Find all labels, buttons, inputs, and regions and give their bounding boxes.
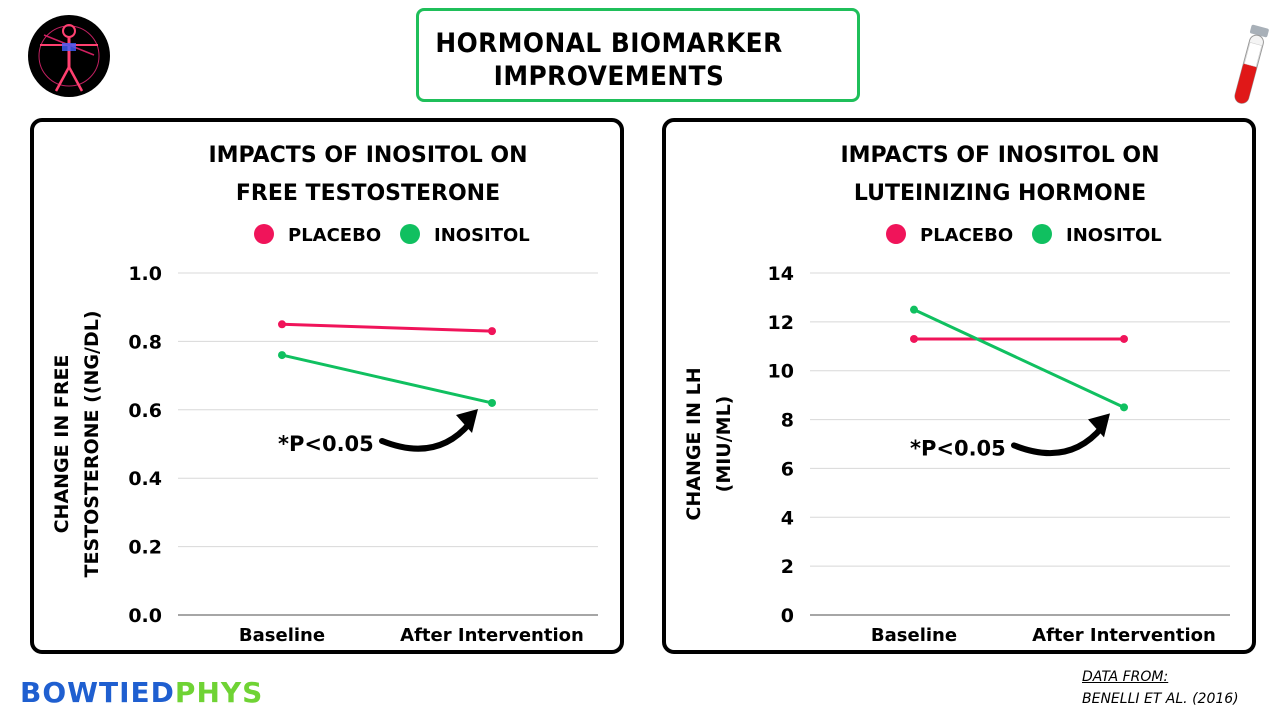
y-tick-label: 4 [781,507,794,529]
vitruvian-logo [28,15,110,97]
annotation-arrow [1011,424,1105,457]
y-tick-label: 0.4 [128,468,162,490]
page-title: HORMONAL BIOMARKER IMPROVEMENTS [434,27,784,93]
legend-marker-inositol [400,224,420,244]
data-point-placebo [910,334,918,343]
legend-label-inositol: INOSITOL [1066,225,1162,246]
x-tick-label: After Intervention [400,625,584,646]
brand-part1: BOWTIED [20,676,175,709]
y-tick-label: 0.0 [128,605,162,627]
legend-label-inositol: INOSITOL [434,225,530,246]
y-tick-label: 0.6 [128,400,162,422]
blood-tube-icon [1223,21,1275,111]
y-tick-label: 6 [781,458,794,480]
data-point-inositol [1120,403,1128,412]
x-tick-label: Baseline [871,625,957,646]
source-citation: BENELLI ET AL. (2016) [1082,691,1239,707]
series-line-inositol [281,353,493,405]
series-line-inositol [913,308,1125,409]
y-tick-label: 14 [768,263,794,285]
y-tick-label: 12 [768,312,794,334]
y-axis-label-line: TESTOSTERONE ((NG/DL) [81,310,103,577]
y-axis-label: CHANGE IN LH (MIU/ML) [683,367,735,520]
data-point-inositol [910,305,918,314]
series-line-placebo [281,322,493,333]
significance-annotation: *P<0.05 [910,436,1006,460]
chart-title-line: IMPACTS OF INOSITOL ON [208,143,527,168]
x-tick-label: After Intervention [1032,625,1216,646]
page-title-line2: IMPROVEMENTS [493,61,725,92]
y-axis-label-line: (MIU/ML) [713,396,735,493]
y-axis-label-line: CHANGE IN FREE [51,355,73,534]
legend-marker-placebo [254,224,274,244]
y-tick-label: 0.8 [128,331,162,353]
testosterone-chart: IMPACTS OF INOSITOL ON FREE TESTOSTERONE P… [51,143,598,646]
lh-chart: IMPACTS OF INOSITOL ON LUTEINIZING HORMON… [683,143,1230,646]
brand-logo: BOWTIEDPHYS [20,676,263,709]
testosterone-chart-panel: IMPACTS OF INOSITOL ON FREE TESTOSTERONE P… [30,118,624,654]
source-label: DATA FROM: [1082,669,1169,685]
y-axis-label: CHANGE IN FREE TESTOSTERONE ((NG/DL) [51,310,103,577]
chart-title-line: IMPACTS OF INOSITOL ON [840,143,1159,168]
y-tick-label: 0.2 [128,537,162,559]
y-tick-label: 0 [781,605,794,627]
x-tick-label: Baseline [239,625,325,646]
page-title-box: HORMONAL BIOMARKER IMPROVEMENTS [416,8,1269,104]
significance-annotation: *P<0.05 [278,432,374,456]
data-point-inositol [278,351,286,360]
legend-label-placebo: PLACEBO [288,225,381,246]
y-tick-label: 8 [781,410,794,432]
chart-title-line: FREE TESTOSTERONE [236,181,500,206]
legend-marker-inositol [1032,224,1052,244]
legend-marker-placebo [886,224,906,244]
source-credit: DATA FROM: BENELLI ET AL. (2016) [1082,666,1239,710]
y-tick-label: 2 [781,556,794,578]
data-point-placebo [278,320,286,329]
y-tick-label: 1.0 [128,263,162,285]
annotation-arrowhead [456,408,478,433]
y-axis-label-line: CHANGE IN LH [683,367,705,520]
data-point-inositol [488,398,496,407]
annotation-arrow [379,419,473,452]
legend-label-placebo: PLACEBO [920,225,1013,246]
lh-chart-panel: IMPACTS OF INOSITOL ON LUTEINIZING HORMON… [662,118,1256,654]
page-title-line1: HORMONAL BIOMARKER [435,28,783,59]
chart-title-line: LUTEINIZING HORMONE [854,181,1146,206]
data-point-placebo [1120,334,1128,343]
annotation-arrowhead [1088,413,1110,438]
brand-part2: PHYS [174,676,264,709]
data-point-placebo [488,327,496,336]
y-tick-label: 10 [768,361,794,383]
